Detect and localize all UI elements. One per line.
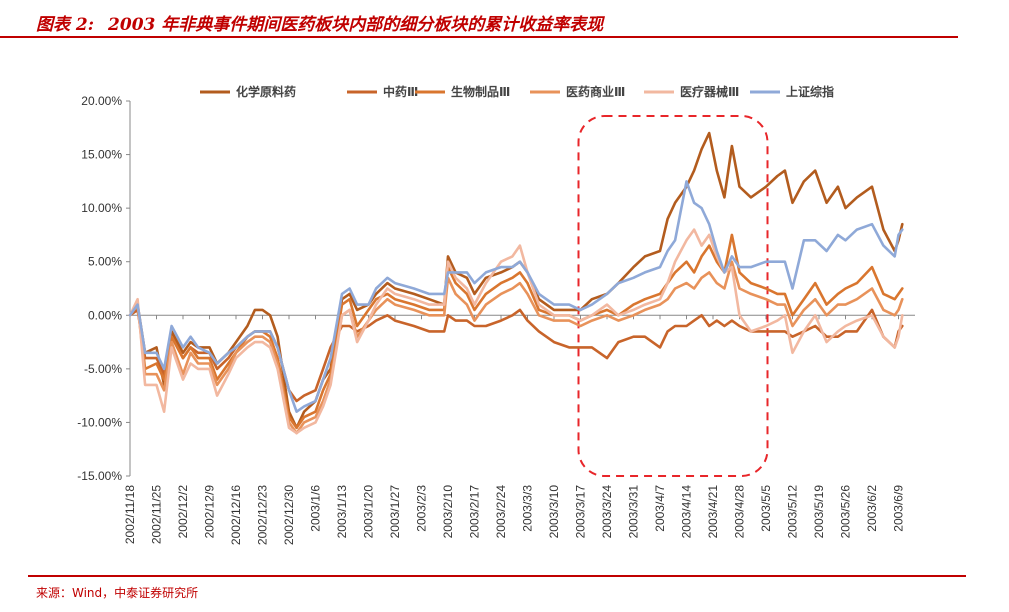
- figure-title: 图表 2: 2003 年非典事件期间医药板块内部的细分板块的累计收益率表现: [36, 10, 603, 35]
- chart-legend: 化学原料药 中药Ⅲ 生物制品Ⅲ 医药商业Ⅲ 医疗器械Ⅲ 上证综指: [200, 84, 834, 99]
- x-tick-label: 2003/3/3: [521, 485, 535, 532]
- x-tick-label: 2003/3/10: [547, 485, 561, 539]
- y-tick-label: 20.00%: [81, 94, 122, 108]
- line-chart: 化学原料药 中药Ⅲ 生物制品Ⅲ 医药商业Ⅲ 医疗器械Ⅲ 上证综指 20.00% 15.00%…: [77, 84, 915, 545]
- x-tick-label: 2003/1/20: [362, 485, 376, 539]
- series-line: [128, 180, 904, 414]
- legend-label: 化学原料药: [236, 84, 296, 99]
- series-line: [128, 131, 904, 430]
- series-line: [128, 228, 904, 435]
- x-tick-label: 2003/5/19: [812, 485, 826, 539]
- x-tick-label: 2003/2/3: [415, 485, 429, 532]
- x-tick-label: 2003/6/9: [892, 485, 906, 532]
- series-line: [128, 260, 904, 435]
- legend-label: 中药Ⅲ: [383, 84, 418, 99]
- y-tick-label: -5.00%: [84, 362, 122, 376]
- x-tick-label: 2003/2/24: [494, 485, 508, 539]
- highlight-box: [577, 115, 769, 477]
- x-tick-label: 2003/3/17: [574, 485, 588, 539]
- legend-label: 医疗器械Ⅲ: [680, 84, 739, 99]
- y-tick-label: 10.00%: [81, 201, 122, 215]
- legend-label: 生物制品Ⅲ: [451, 84, 510, 99]
- x-tick-label: 2002/12/30: [282, 485, 296, 545]
- title-rule: [0, 36, 958, 38]
- x-tick-label: 2003/6/2: [865, 485, 879, 532]
- x-tick-label: 2003/5/5: [759, 485, 773, 532]
- x-axis: 2002/11/18 2002/11/25 2002/12/2 2002/12/9 20…: [123, 315, 906, 545]
- x-tick-label: 2002/12/9: [203, 485, 217, 539]
- figure-number: 图表 2:: [36, 15, 95, 35]
- x-tick-label: 2003/2/10: [441, 485, 455, 539]
- series-lines: [128, 131, 904, 435]
- x-tick-label: 2002/12/16: [229, 485, 243, 545]
- y-tick-label: 15.00%: [81, 148, 122, 162]
- y-tick-label: -15.00%: [77, 469, 122, 483]
- x-tick-label: 2003/2/17: [468, 485, 482, 539]
- x-tick-label: 2003/5/12: [786, 485, 800, 539]
- x-tick-label: 2003/4/28: [733, 485, 747, 539]
- x-tick-label: 2002/12/23: [256, 485, 270, 545]
- x-tick-label: 2003/1/6: [309, 485, 323, 532]
- x-tick-label: 2003/1/13: [335, 485, 349, 539]
- x-tick-label: 2003/3/31: [627, 485, 641, 539]
- x-tick-label: 2002/11/25: [150, 485, 164, 544]
- x-tick-label: 2002/11/18: [123, 485, 137, 544]
- source-rule: [28, 575, 966, 577]
- figure-title-text: 2003 年非典事件期间医药板块内部的细分板块的累计收益率表现: [108, 15, 604, 35]
- x-tick-label: 2002/12/2: [176, 485, 190, 539]
- x-tick-label: 2003/4/7: [653, 485, 667, 532]
- y-tick-label: 5.00%: [88, 255, 122, 269]
- legend-label: 医药商业Ⅲ: [566, 84, 625, 99]
- legend-label: 上证综指: [786, 84, 834, 99]
- x-tick-label: 2003/1/27: [388, 485, 402, 539]
- source-note: 来源：Wind，中泰证券研究所: [36, 586, 199, 600]
- x-tick-label: 2003/3/24: [600, 485, 614, 539]
- x-tick-label: 2003/4/21: [706, 485, 720, 539]
- y-axis: 20.00% 15.00% 10.00% 5.00% 0.00% -5.00% -10.00…: [77, 94, 915, 483]
- y-tick-label: 0.00%: [88, 308, 122, 322]
- highlight-rect: [577, 115, 769, 477]
- y-tick-label: -10.00%: [77, 415, 122, 429]
- x-tick-label: 2003/5/26: [839, 485, 853, 539]
- x-tick-label: 2003/4/14: [680, 485, 694, 539]
